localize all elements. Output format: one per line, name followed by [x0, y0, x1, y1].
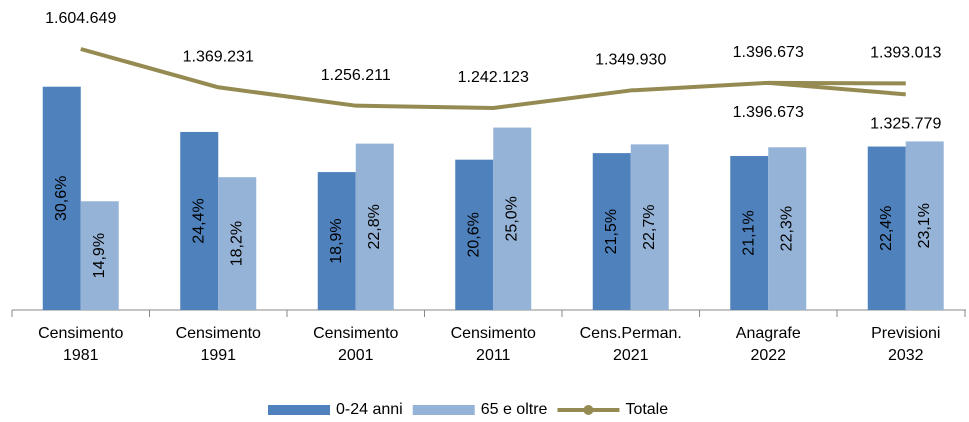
bar — [493, 127, 532, 310]
legend-label: 0-24 anni — [336, 401, 403, 418]
bar-value-label: 18,2% — [228, 221, 245, 266]
bar — [867, 146, 906, 310]
legend-label: Totale — [625, 401, 668, 418]
legend-marker — [583, 405, 594, 415]
line-value-label: 1.349.930 — [595, 52, 666, 69]
x-tick-label: 2032 — [888, 347, 924, 364]
bar-value-label: 22,3% — [778, 206, 795, 251]
bar — [180, 131, 219, 310]
line — [768, 80, 906, 97]
bar — [317, 172, 356, 310]
legend-swatch — [268, 405, 330, 415]
bar — [768, 147, 807, 310]
x-tick-label: 2021 — [613, 347, 649, 364]
line-value-label: 1.242.123 — [458, 69, 529, 86]
x-tick-label: Previsioni — [871, 325, 940, 342]
line-value-label: 1.604.649 — [45, 10, 116, 27]
x-tick-label: Censimento — [176, 325, 261, 342]
bar-value-label: 21,1% — [740, 210, 757, 255]
line-value-label: 1.396.673 — [733, 44, 804, 61]
bar — [218, 177, 257, 310]
x-tick-label: 1981 — [63, 347, 99, 364]
bar-value-label: 23,1% — [916, 203, 933, 248]
legend-label: 65 e oltre — [481, 401, 548, 418]
x-tick-label: 2001 — [338, 347, 374, 364]
bar — [592, 153, 631, 310]
bar — [730, 156, 769, 310]
bar — [355, 143, 394, 310]
x-tick-label: 2011 — [476, 347, 511, 364]
bar-value-label: 30,6% — [53, 176, 70, 221]
bar-value-label: 25,0% — [503, 196, 520, 241]
bar-value-label: 20,6% — [465, 212, 482, 257]
x-tick-label: Censimento — [313, 325, 398, 342]
bar-value-label: 18,9% — [328, 218, 345, 263]
x-tick-label: 1991 — [200, 347, 236, 364]
line-value-label: 1.325.779 — [870, 116, 941, 133]
bar — [455, 159, 494, 310]
x-tick-label: 2022 — [750, 347, 786, 364]
x-tick-label: Cens.Perman. — [580, 325, 682, 342]
x-tick-label: Anagrafe — [736, 325, 801, 342]
x-tick-label: Censimento — [451, 325, 536, 342]
bar-value-label: 22,7% — [641, 204, 658, 249]
bar — [42, 86, 81, 311]
bar-value-label: 24,4% — [190, 198, 207, 243]
line-value-label: 1.393.013 — [870, 45, 941, 62]
bar — [905, 141, 944, 310]
x-tick-label: Censimento — [38, 325, 123, 342]
bar-value-label: 22,4% — [878, 206, 895, 251]
bar — [80, 201, 119, 310]
bar-value-label: 14,9% — [91, 233, 108, 278]
line-value-label: 1.396.673 — [733, 104, 804, 121]
bar-value-label: 21,5% — [603, 209, 620, 254]
legend-swatch — [412, 405, 475, 415]
line-value-label: 1.256.211 — [321, 67, 391, 84]
bar-value-label: 22,8% — [366, 204, 383, 249]
line-value-label: 1.369.231 — [183, 49, 254, 66]
bar — [630, 144, 669, 310]
